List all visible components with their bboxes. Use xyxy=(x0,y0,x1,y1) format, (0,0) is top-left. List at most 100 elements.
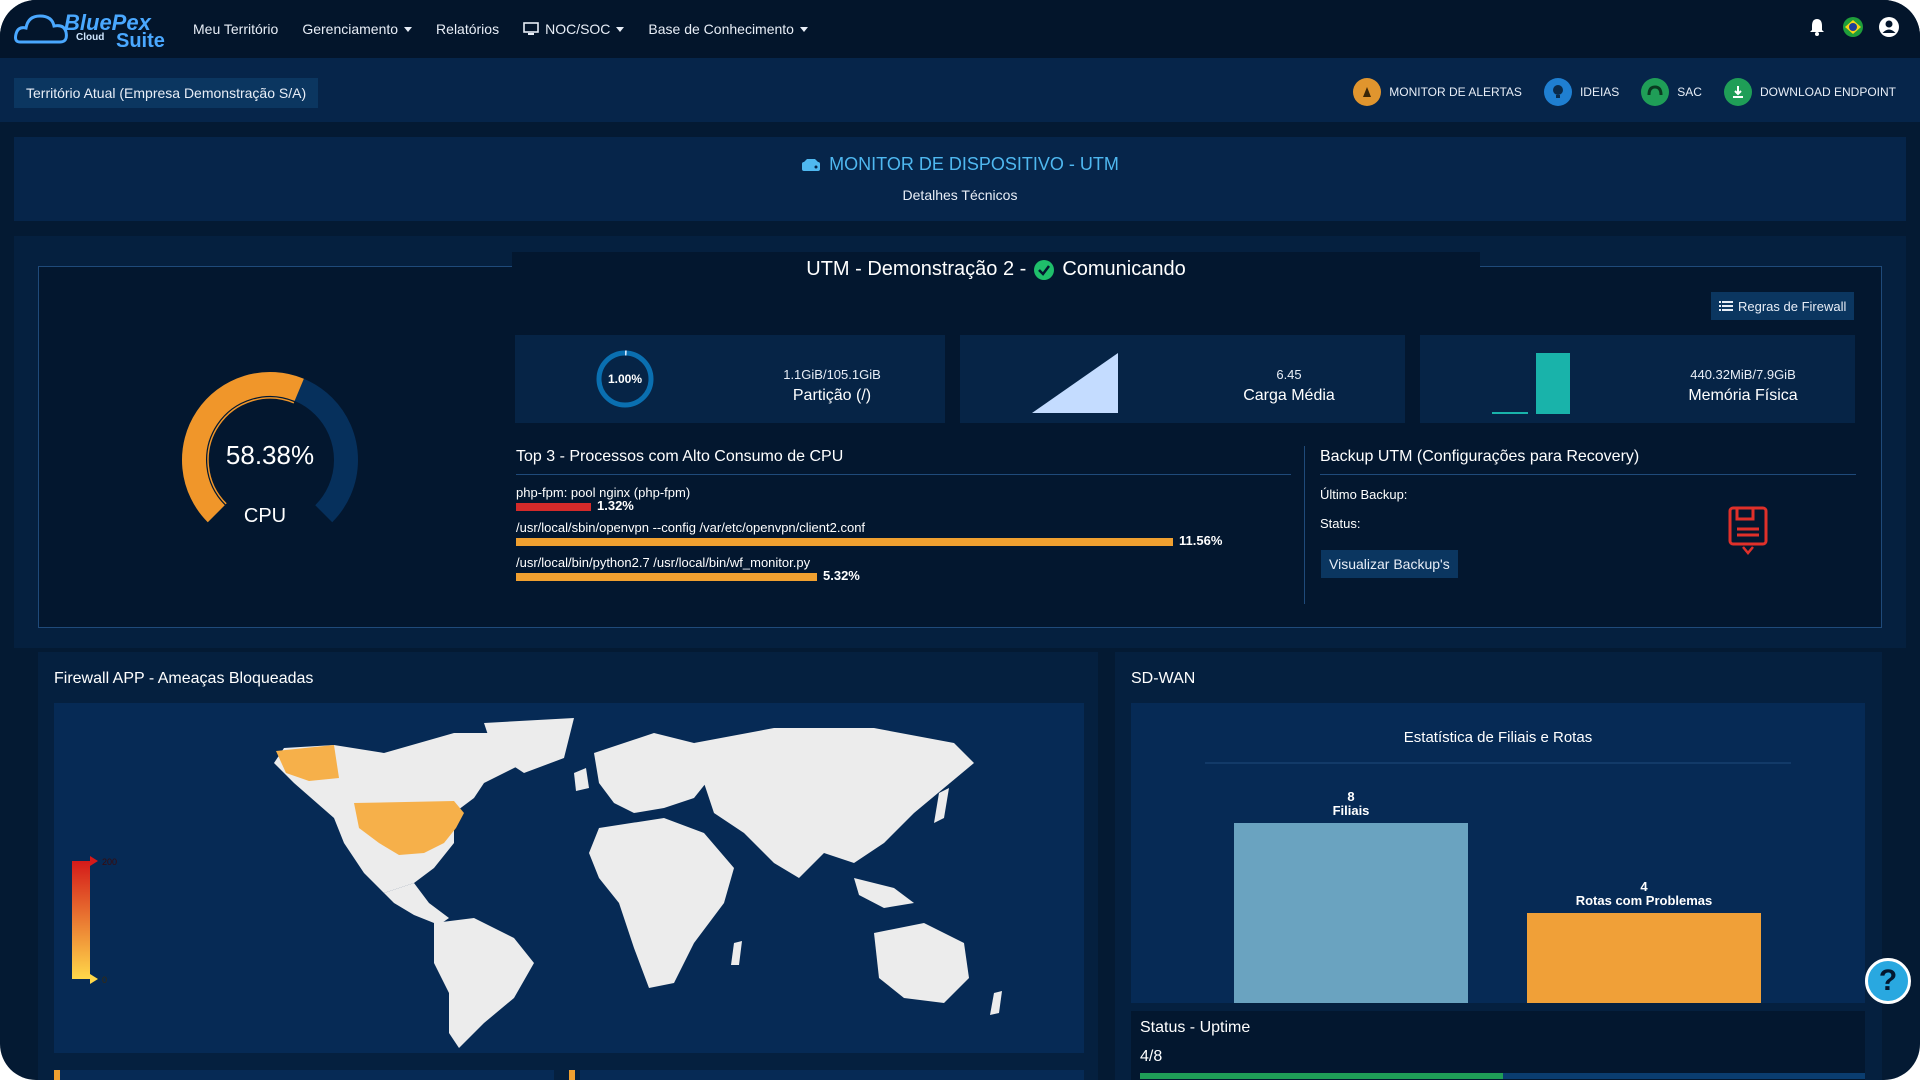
process-percent: 5.32% xyxy=(823,568,860,583)
bottom-panel-accent xyxy=(54,1070,60,1080)
backup-title: Backup UTM (Configurações para Recovery) xyxy=(1320,448,1640,465)
section-divider xyxy=(1304,446,1305,604)
device-status: Comunicando xyxy=(1062,258,1186,280)
logo-text-bluepex: BluePex xyxy=(64,10,151,35)
nav-label: Meu Território xyxy=(193,21,279,37)
firewall-rules-label: Regras de Firewall xyxy=(1738,298,1847,314)
partition-percent: 1.00% xyxy=(608,372,642,386)
threat-legend: 200 0 xyxy=(72,856,117,985)
process-name: /usr/local/bin/python2.7 /usr/local/bin/… xyxy=(516,555,811,570)
firewall-rules-button[interactable]: Regras de Firewall xyxy=(1711,292,1855,320)
process-bar xyxy=(516,573,817,581)
quick-link-sac[interactable]: SAC xyxy=(1641,78,1702,106)
region-alaska xyxy=(276,745,339,781)
page-title: MONITOR DE DISPOSITIVO - UTM xyxy=(14,154,1906,175)
main-menu: Meu Território Gerenciamento Relatórios … xyxy=(193,0,808,58)
uptime-bar-fill xyxy=(1140,1073,1503,1079)
sdwan-bar-label: Rotas com Problemas xyxy=(1576,893,1713,908)
partition-value: 1.1GiB/105.1GiB xyxy=(783,367,881,382)
lightbulb-icon xyxy=(1543,78,1572,106)
sdwan-chart-title: Estatística de Filiais e Rotas xyxy=(1404,729,1592,746)
quick-link-ideias[interactable]: IDEIAS xyxy=(1543,78,1620,106)
device-name: UTM - Demonstração 2 - xyxy=(806,258,1027,280)
device-title-background xyxy=(512,252,1480,292)
nav-relatorios[interactable]: Relatórios xyxy=(436,21,499,37)
quick-link-label: SAC xyxy=(1677,85,1702,99)
quick-link-download-endpoint[interactable]: DOWNLOAD ENDPOINT xyxy=(1723,78,1896,106)
partition-card: 1.00% 1.1GiB/105.1GiB Partição (/) xyxy=(515,335,945,423)
quick-links: MONITOR DE ALERTAS IDEIAS SAC DOWNLOAD E… xyxy=(1353,78,1896,106)
memory-bar-chart xyxy=(1492,353,1570,414)
help-button[interactable]: ? xyxy=(1865,958,1911,1004)
sdwan-bar xyxy=(1527,913,1761,1003)
quick-link-label: IDEIAS xyxy=(1579,85,1620,99)
nav-label: Gerenciamento xyxy=(302,21,399,37)
nav-noc-soc[interactable]: NOC/SOC xyxy=(523,21,625,37)
device-title: UTM - Demonstração 2 - Comunicando xyxy=(512,258,1480,281)
world-map xyxy=(274,718,1002,1048)
bottom-panel-accent xyxy=(569,1070,575,1080)
partition-ring: 1.00% xyxy=(596,350,654,408)
bell-icon[interactable] xyxy=(1806,16,1828,38)
process-name: /usr/local/sbin/openvpn --config /var/et… xyxy=(516,520,866,535)
check-circle-icon xyxy=(1034,259,1055,280)
page-subtitle: Detalhes Técnicos xyxy=(902,187,1018,203)
sdwan-bar-value: 8 xyxy=(1347,789,1354,804)
legend-min: 0 xyxy=(102,975,107,985)
current-territory-selector[interactable]: Território Atual (Empresa Demonstração S… xyxy=(14,78,319,108)
cpu-gauge xyxy=(182,372,358,523)
cpu-value: 58.38% xyxy=(225,440,315,470)
process-bar xyxy=(516,538,1173,546)
memory-card: 440.32MiB/7.9GiB Memória Física xyxy=(1420,335,1855,423)
bottom-panel-right xyxy=(580,1070,1084,1080)
top-processes-title: Top 3 - Processos com Alto Consumo de CP… xyxy=(516,448,844,465)
partition-label: Partição (/) xyxy=(792,387,872,404)
cpu-label: CPU xyxy=(243,505,287,527)
territory-label: Território Atual (Empresa Demonstração S… xyxy=(26,85,307,101)
process-name: php-fpm: pool nginx (php-fpm) xyxy=(516,485,691,500)
page-title-text: MONITOR DE DISPOSITIVO - UTM xyxy=(829,154,1119,174)
alert-monitor-icon xyxy=(1353,78,1382,106)
nav-label: NOC/SOC xyxy=(545,21,611,37)
top-navbar: BluePex Cloud Suite Meu Território Geren… xyxy=(0,0,1920,58)
user-icon[interactable] xyxy=(1878,16,1900,38)
navbar-right-icons xyxy=(1806,16,1900,38)
quick-link-monitor-alertas[interactable]: MONITOR DE ALERTAS xyxy=(1353,78,1522,106)
headset-icon xyxy=(1641,78,1670,106)
memory-value: 440.32MiB/7.9GiB xyxy=(1690,367,1796,382)
uptime-section: Status - Uptime 4/8 xyxy=(1131,1011,1865,1080)
nav-base-conhecimento[interactable]: Base de Conhecimento xyxy=(648,21,808,37)
process-bar xyxy=(516,503,591,511)
legend-max: 200 xyxy=(102,857,117,867)
load-label: Carga Média xyxy=(1243,387,1335,404)
uptime-value: 4/8 xyxy=(1140,1048,1163,1065)
help-label: ? xyxy=(1878,964,1898,997)
caret-down-icon xyxy=(616,26,625,32)
load-triangle-chart xyxy=(1032,353,1118,413)
top-processes-divider xyxy=(516,474,1291,475)
region-usa xyxy=(354,801,464,855)
quick-link-label: MONITOR DE ALERTAS xyxy=(1389,85,1522,99)
load-card: 6.45 Carga Média xyxy=(960,335,1405,423)
firewall-app-title: Firewall APP - Ameaças Bloqueadas xyxy=(54,670,314,687)
list-icon xyxy=(1719,301,1733,311)
view-backups-label: Visualizar Backup's xyxy=(1329,556,1450,572)
monitor-icon xyxy=(523,22,539,35)
cloud-logo-icon xyxy=(14,14,68,44)
memory-label: Memória Física xyxy=(1688,387,1798,404)
last-backup-label: Último Backup: xyxy=(1320,487,1408,502)
backup-status-label: Status: xyxy=(1320,516,1361,531)
caret-down-icon xyxy=(799,26,808,32)
brazil-flag-icon[interactable] xyxy=(1842,16,1864,38)
bluepex-logo[interactable]: BluePex Cloud Suite xyxy=(14,6,174,52)
view-backups-button[interactable]: Visualizar Backup's xyxy=(1321,550,1458,578)
page-header: MONITOR DE DISPOSITIVO - UTM Detalhes Té… xyxy=(14,137,1906,221)
sdwan-bar-label: Filiais xyxy=(1333,803,1370,818)
caret-down-icon xyxy=(404,26,413,32)
process-percent: 1.32% xyxy=(597,498,634,513)
threat-world-map[interactable]: 200 0 xyxy=(54,703,1084,1053)
nav-meu-territorio[interactable]: Meu Território xyxy=(193,21,278,37)
nav-gerenciamento[interactable]: Gerenciamento xyxy=(302,21,413,37)
download-icon xyxy=(1723,78,1752,106)
